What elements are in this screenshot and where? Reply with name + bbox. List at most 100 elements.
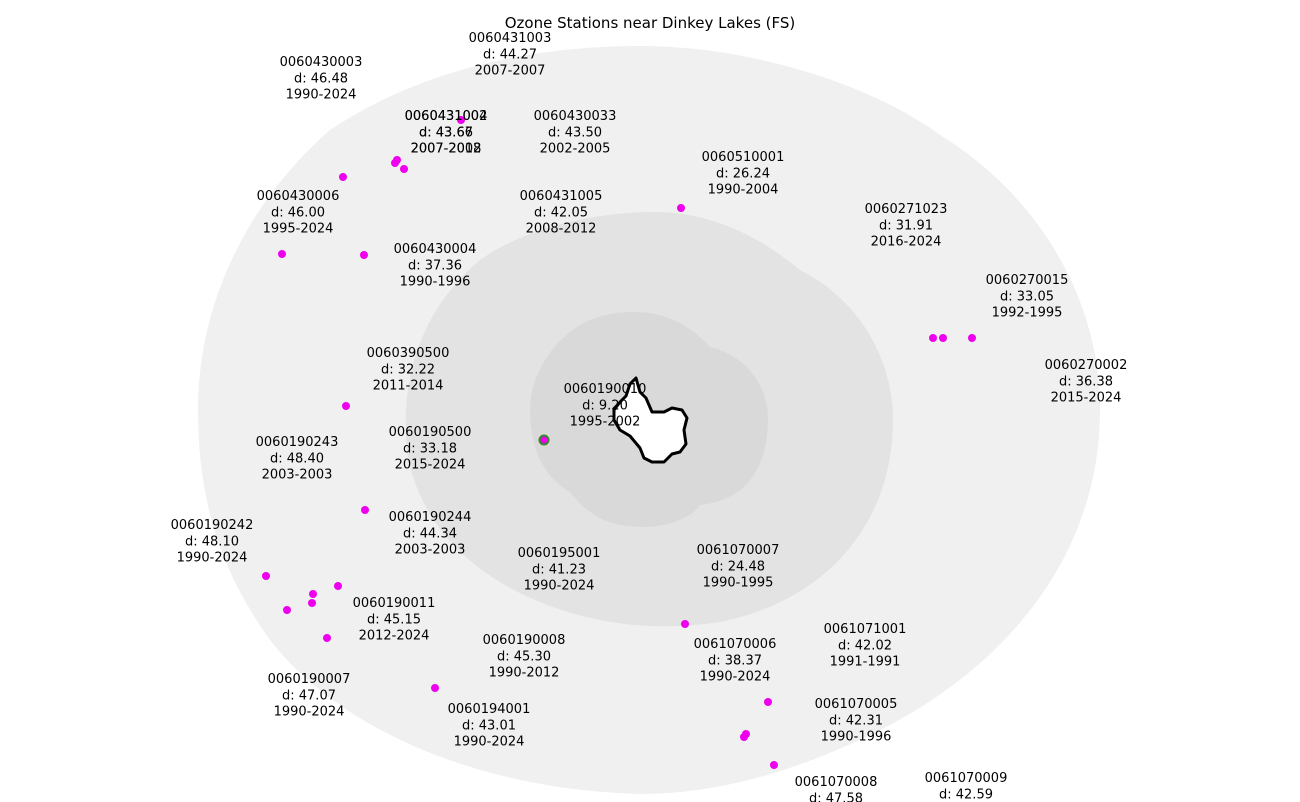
station-years: 1990-2024 <box>454 735 525 750</box>
station-distance: d: 46.00 <box>271 205 325 220</box>
station-years: 1990-2024 <box>286 88 357 103</box>
station-id: 0060190008 <box>483 633 566 648</box>
station-years: 2002-2005 <box>540 142 611 157</box>
station-marker[interactable] <box>323 634 331 642</box>
station-marker[interactable] <box>278 250 286 258</box>
station-years: 1990-2024 <box>177 551 248 566</box>
station-years: 2003-2003 <box>262 468 333 483</box>
station-id: 0061070006 <box>694 637 777 652</box>
station-label: 0060430004 d: 37.36 1990-1996 <box>394 242 477 290</box>
station-distance: d: 42.05 <box>534 205 588 220</box>
station-id: 0060190500 <box>389 425 472 440</box>
station-years: 1990-2012 <box>489 666 560 681</box>
station-id: 0061070005 <box>815 697 898 712</box>
station-years: 2007-2007 <box>475 64 546 79</box>
station-distance: d: 43.01 <box>462 718 516 733</box>
station-distance: d: 33.05 <box>1000 289 1054 304</box>
station-marker[interactable] <box>400 165 408 173</box>
station-label: 0060430006 d: 46.00 1995-2024 <box>257 189 340 237</box>
station-marker[interactable] <box>431 684 439 692</box>
dinkey-lakes-boundary <box>612 376 689 464</box>
station-label: 0060430033 d: 43.50 2002-2005 <box>534 109 617 157</box>
station-label: 0060431002 d: 43.67 2007-2008 <box>405 109 488 157</box>
station-marker[interactable] <box>939 334 947 342</box>
station-distance: d: 46.48 <box>294 71 348 86</box>
station-label: 0060431003 d: 44.27 2007-2007 <box>469 31 552 79</box>
station-label: 0061070008 d: 47.58 <box>795 775 878 802</box>
station-label: 0061070005 d: 42.31 1990-1996 <box>815 697 898 745</box>
station-id: 0061070009 <box>925 771 1008 786</box>
station-label: 0060190007 d: 47.07 1990-2024 <box>268 672 351 720</box>
station-label: 0060270015 d: 33.05 1992-1995 <box>986 273 1069 321</box>
station-marker[interactable] <box>339 173 347 181</box>
station-label: 0061070007 d: 24.48 1990-1995 <box>697 543 780 591</box>
station-distance: d: 44.34 <box>403 526 457 541</box>
station-marker[interactable] <box>677 204 685 212</box>
station-distance: d: 42.31 <box>829 713 883 728</box>
station-id: 0060190242 <box>171 518 254 533</box>
station-marker[interactable] <box>770 761 778 769</box>
station-label: 0060190242 d: 48.10 1990-2024 <box>171 518 254 566</box>
station-distance: d: 26.24 <box>716 166 770 181</box>
station-years: 2007-2008 <box>411 142 482 157</box>
station-distance: d: 45.15 <box>367 612 421 627</box>
station-years: 2015-2024 <box>395 458 466 473</box>
station-marker[interactable] <box>929 334 937 342</box>
station-id: 0060430003 <box>280 55 363 70</box>
station-label: 0060430003 d: 46.48 1990-2024 <box>280 55 363 103</box>
station-distance: d: 24.48 <box>711 559 765 574</box>
station-marker[interactable] <box>308 599 316 607</box>
station-label: 0060190008 d: 45.30 1990-2012 <box>483 633 566 681</box>
station-distance: d: 38.37 <box>708 653 762 668</box>
station-id: 0060431002 <box>405 109 488 124</box>
station-id: 0060431003 <box>469 31 552 46</box>
station-distance: d: 9.20 <box>582 398 628 413</box>
station-marker[interactable] <box>342 402 350 410</box>
station-label: 0060190011 d: 45.15 2012-2024 <box>353 596 436 644</box>
station-label: 0060510001 d: 26.24 1990-2004 <box>702 150 785 198</box>
station-distance: d: 43.67 <box>419 125 473 140</box>
station-years: 1995-2002 <box>570 415 641 430</box>
stations-layer <box>262 116 976 769</box>
station-marker[interactable] <box>764 698 772 706</box>
station-marker[interactable] <box>334 582 342 590</box>
station-distance: d: 48.40 <box>270 451 324 466</box>
station-years: 1990-2024 <box>524 579 595 594</box>
station-years: 1992-1995 <box>992 306 1063 321</box>
station-marker[interactable] <box>968 334 976 342</box>
station-label: 0060190243 d: 48.40 2003-2003 <box>256 435 339 483</box>
station-marker[interactable] <box>361 506 369 514</box>
station-marker[interactable] <box>681 620 689 628</box>
station-marker[interactable] <box>360 251 368 259</box>
station-id: 0061071001 <box>824 622 907 637</box>
station-distance: d: 32.22 <box>381 362 435 377</box>
station-label: 0060190244 d: 44.34 2003-2003 <box>389 510 472 558</box>
station-label: 0060271023 d: 31.91 2016-2024 <box>865 202 948 250</box>
station-years: 2008-2012 <box>526 222 597 237</box>
station-marker[interactable] <box>283 606 291 614</box>
station-label: 0060194001 d: 43.01 1990-2024 <box>448 702 531 750</box>
station-marker[interactable] <box>457 116 465 124</box>
station-years: 2011-2014 <box>373 379 444 394</box>
station-label: 0060431005 d: 42.05 2008-2012 <box>520 189 603 237</box>
station-distance: d: 42.02 <box>838 638 892 653</box>
station-marker[interactable] <box>262 572 270 580</box>
nearest-station-marker[interactable] <box>538 434 550 446</box>
station-distance: d: 36.38 <box>1059 374 1113 389</box>
station-id: 0060190243 <box>256 435 339 450</box>
station-years: 1995-2024 <box>263 222 334 237</box>
station-distance: d: 48.10 <box>185 534 239 549</box>
station-distance: d: 31.91 <box>879 218 933 233</box>
station-years: 2003-2003 <box>395 543 466 558</box>
station-marker[interactable] <box>740 733 748 741</box>
station-id: 0060190011 <box>353 596 436 611</box>
station-id: 0060270002 <box>1045 358 1128 373</box>
station-years: 1990-1996 <box>821 730 892 745</box>
station-marker[interactable] <box>309 590 317 598</box>
station-label: 0060190010 d: 9.20 1995-2002 <box>564 382 647 430</box>
station-marker[interactable] <box>393 156 401 164</box>
station-label: 0060390500 d: 32.22 2011-2014 <box>367 346 450 394</box>
